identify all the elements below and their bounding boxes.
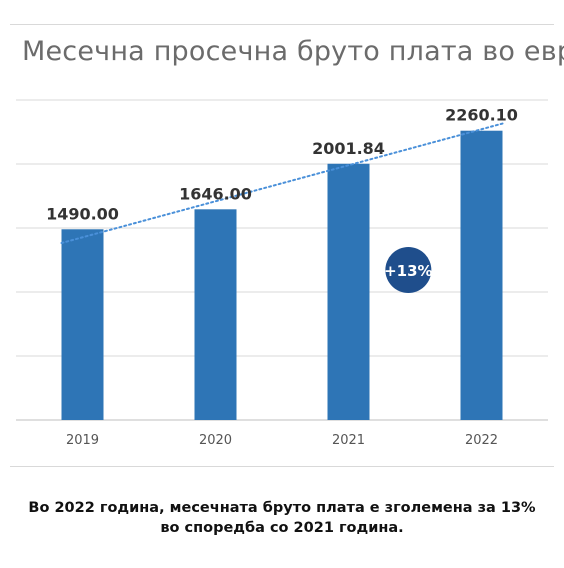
x-tick-2021: 2021 — [332, 433, 365, 448]
bar-2022 — [460, 130, 503, 420]
bar-2019 — [61, 229, 104, 420]
x-tick-2022: 2022 — [465, 433, 498, 448]
caption-line-1: Во 2022 година, месечната бруто плата е … — [28, 500, 536, 516]
trendline — [60, 122, 504, 244]
chart-title: Месечна просечна бруто плата во евра — [22, 36, 564, 67]
caption-line-2: во споредба со 2021 година. — [160, 520, 404, 536]
data-label-2019: 1490.00 — [46, 204, 119, 223]
data-label-2021: 2001.84 — [312, 139, 385, 158]
x-tick-2020: 2020 — [199, 433, 232, 448]
bar-2021 — [327, 163, 370, 421]
top-divider — [10, 24, 554, 25]
growth-badge — [385, 247, 432, 293]
growth-badge-label: +13% — [384, 262, 432, 280]
caption: Во 2022 година, месечната бруто плата е … — [0, 498, 564, 538]
bar-2020 — [194, 209, 237, 420]
data-label-2022: 2260.10 — [445, 106, 518, 125]
bottom-divider — [10, 466, 554, 467]
data-label-2020: 1646.00 — [179, 184, 252, 203]
bar-chart: 1490.00 1646.00 2001.84 2260.10 2019 2020 202… — [16, 99, 548, 448]
x-tick-2019: 2019 — [66, 433, 99, 448]
